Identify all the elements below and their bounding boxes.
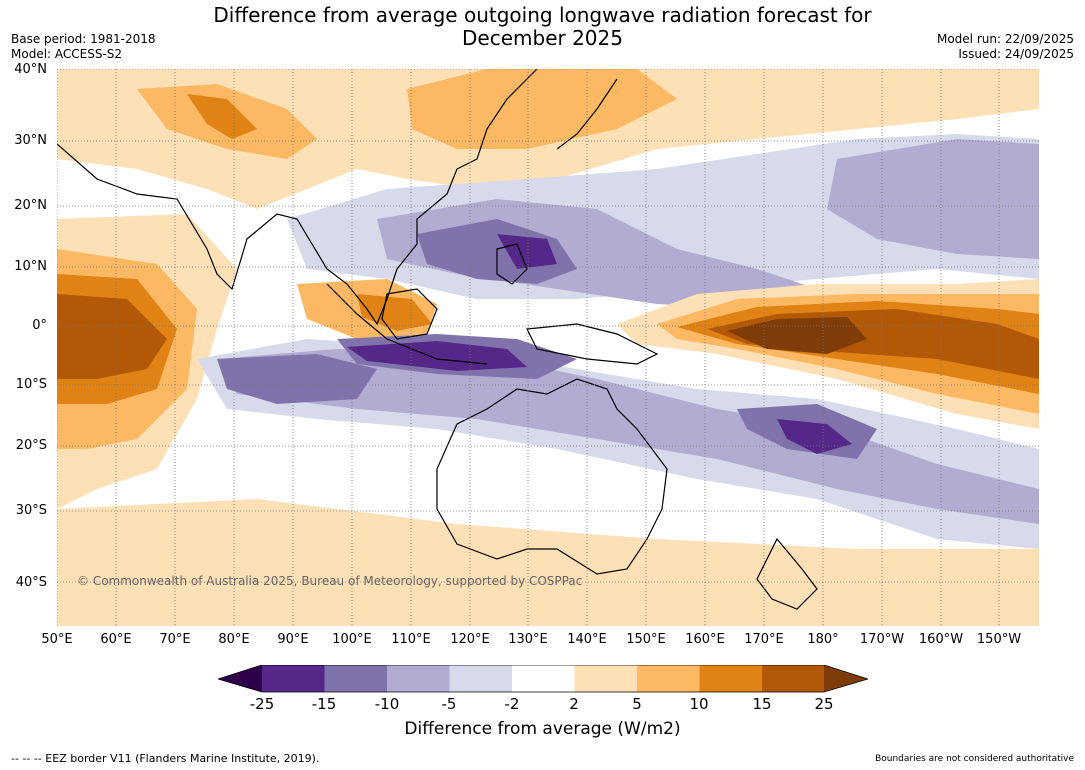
lat-label-20s: 20°S <box>15 438 47 453</box>
positive-anomaly-tibet-core <box>187 94 257 139</box>
colorbar-tick-3: -5 <box>441 695 457 713</box>
map-title: Difference from average outgoing longwav… <box>0 4 1085 50</box>
coastlines <box>57 69 818 610</box>
colorbar-tick-6: 5 <box>632 695 642 713</box>
title-line-1: Difference from average outgoing longwav… <box>213 3 872 27</box>
colorbar-tick-2: -10 <box>374 695 400 713</box>
new-guinea-coastline <box>526 323 659 365</box>
issued-date: Issued: 24/09/2025 <box>958 47 1074 61</box>
colorbar-segment-3 <box>387 665 450 692</box>
australia-coastline <box>436 378 668 575</box>
colorbar-segment-1 <box>262 665 325 692</box>
boundaries-note: Boundaries are not considered authoritat… <box>875 754 1074 764</box>
colorbar-tick-9: 25 <box>814 695 834 713</box>
colorbar-segment-5 <box>512 665 575 692</box>
lon-label-60e: 60°E <box>100 632 132 647</box>
colorbar-title: Difference from average (W/m2) <box>404 719 681 739</box>
lat-label-30s: 30°S <box>15 503 47 518</box>
colorbar-segment-9 <box>762 665 824 692</box>
colorbar-tick-5: 2 <box>569 695 579 713</box>
lon-label-80e: 80°E <box>218 632 250 647</box>
colorbar-tick-8: 15 <box>752 695 772 713</box>
lon-label-150w: 150°W <box>976 632 1022 647</box>
colorbar-segment-2 <box>324 665 387 692</box>
anomaly-fields <box>57 69 1039 626</box>
colorbar-tick-4: -2 <box>504 695 520 713</box>
colorbar-segment-6 <box>574 665 637 692</box>
negative-anomaly-philippines-core <box>497 234 557 269</box>
colorbar-segment-0 <box>218 665 262 692</box>
lon-label-120e: 120°E <box>450 632 490 647</box>
sumatra-java-coastline <box>326 283 488 365</box>
colorbar-segment-10 <box>824 665 868 692</box>
lon-label-110e: 110°E <box>391 632 431 647</box>
model-name: Model: ACCESS-S2 <box>11 47 123 61</box>
lat-label-30n: 30°N <box>14 133 47 148</box>
lat-label-10s: 10°S <box>15 377 47 392</box>
colorbar-tick-1: -15 <box>311 695 337 713</box>
lon-label-170e: 170°E <box>744 632 784 647</box>
lon-label-160w: 160°W <box>918 632 964 647</box>
negative-anomaly-fiji-core <box>777 419 852 454</box>
olr-anomaly-map <box>57 69 1039 626</box>
lon-label-170w: 170°W <box>859 632 905 647</box>
colorbar-segment-7 <box>637 665 700 692</box>
lon-label-50e: 50°E <box>41 632 73 647</box>
lon-label-100e: 100°E <box>332 632 372 647</box>
lon-label-140e: 140°E <box>567 632 607 647</box>
lon-label-90e: 90°E <box>277 632 309 647</box>
philippines-coastline <box>496 243 528 285</box>
lat-label-40s: 40°S <box>15 575 47 590</box>
lat-label-10n: 10°N <box>14 259 47 274</box>
lat-label-0: 0° <box>32 318 47 333</box>
negative-anomaly-north-pacific <box>827 139 1039 259</box>
colorbar <box>216 664 870 693</box>
lat-label-40n: 40°N <box>14 62 47 77</box>
lon-label-180: 180° <box>807 632 839 647</box>
colorbar-tick-7: 10 <box>689 695 709 713</box>
positive-anomaly-wio-core <box>57 294 167 379</box>
borneo-coastline <box>381 288 438 340</box>
lon-label-70e: 70°E <box>159 632 191 647</box>
asia-coastline <box>57 69 538 326</box>
negative-anomaly-indian-ocean <box>217 354 377 404</box>
positive-anomaly-south <box>57 499 1039 626</box>
japan-coastline <box>556 78 618 150</box>
new-zealand-coastline <box>756 537 818 610</box>
map-svg <box>57 69 1039 626</box>
copyright-notice: © Commonwealth of Australia 2025, Bureau… <box>77 574 583 588</box>
title-line-2: December 2025 <box>462 26 623 50</box>
lon-label-130e: 130°E <box>508 632 548 647</box>
meta-left: Base period: 1981-2018 Model: ACCESS-S2 <box>11 32 156 62</box>
colorbar-tick-0: -25 <box>249 695 275 713</box>
meta-right: Model run: 22/09/2025 Issued: 24/09/2025 <box>937 32 1074 62</box>
base-period: Base period: 1981-2018 <box>11 32 156 46</box>
lat-label-20n: 20°N <box>14 198 47 213</box>
colorbar-segment-8 <box>699 665 762 692</box>
positive-anomaly-ne-china <box>407 69 677 149</box>
lon-label-160e: 160°E <box>685 632 725 647</box>
lon-label-150e: 150°E <box>626 632 666 647</box>
model-run: Model run: 22/09/2025 <box>936 32 1074 46</box>
negative-anomaly-south-mid <box>217 349 1039 524</box>
colorbar-segment-4 <box>449 665 512 692</box>
eez-note: -- -- -- EEZ border V11 (Flanders Marine… <box>11 752 320 765</box>
colorbar-svg <box>216 664 870 693</box>
